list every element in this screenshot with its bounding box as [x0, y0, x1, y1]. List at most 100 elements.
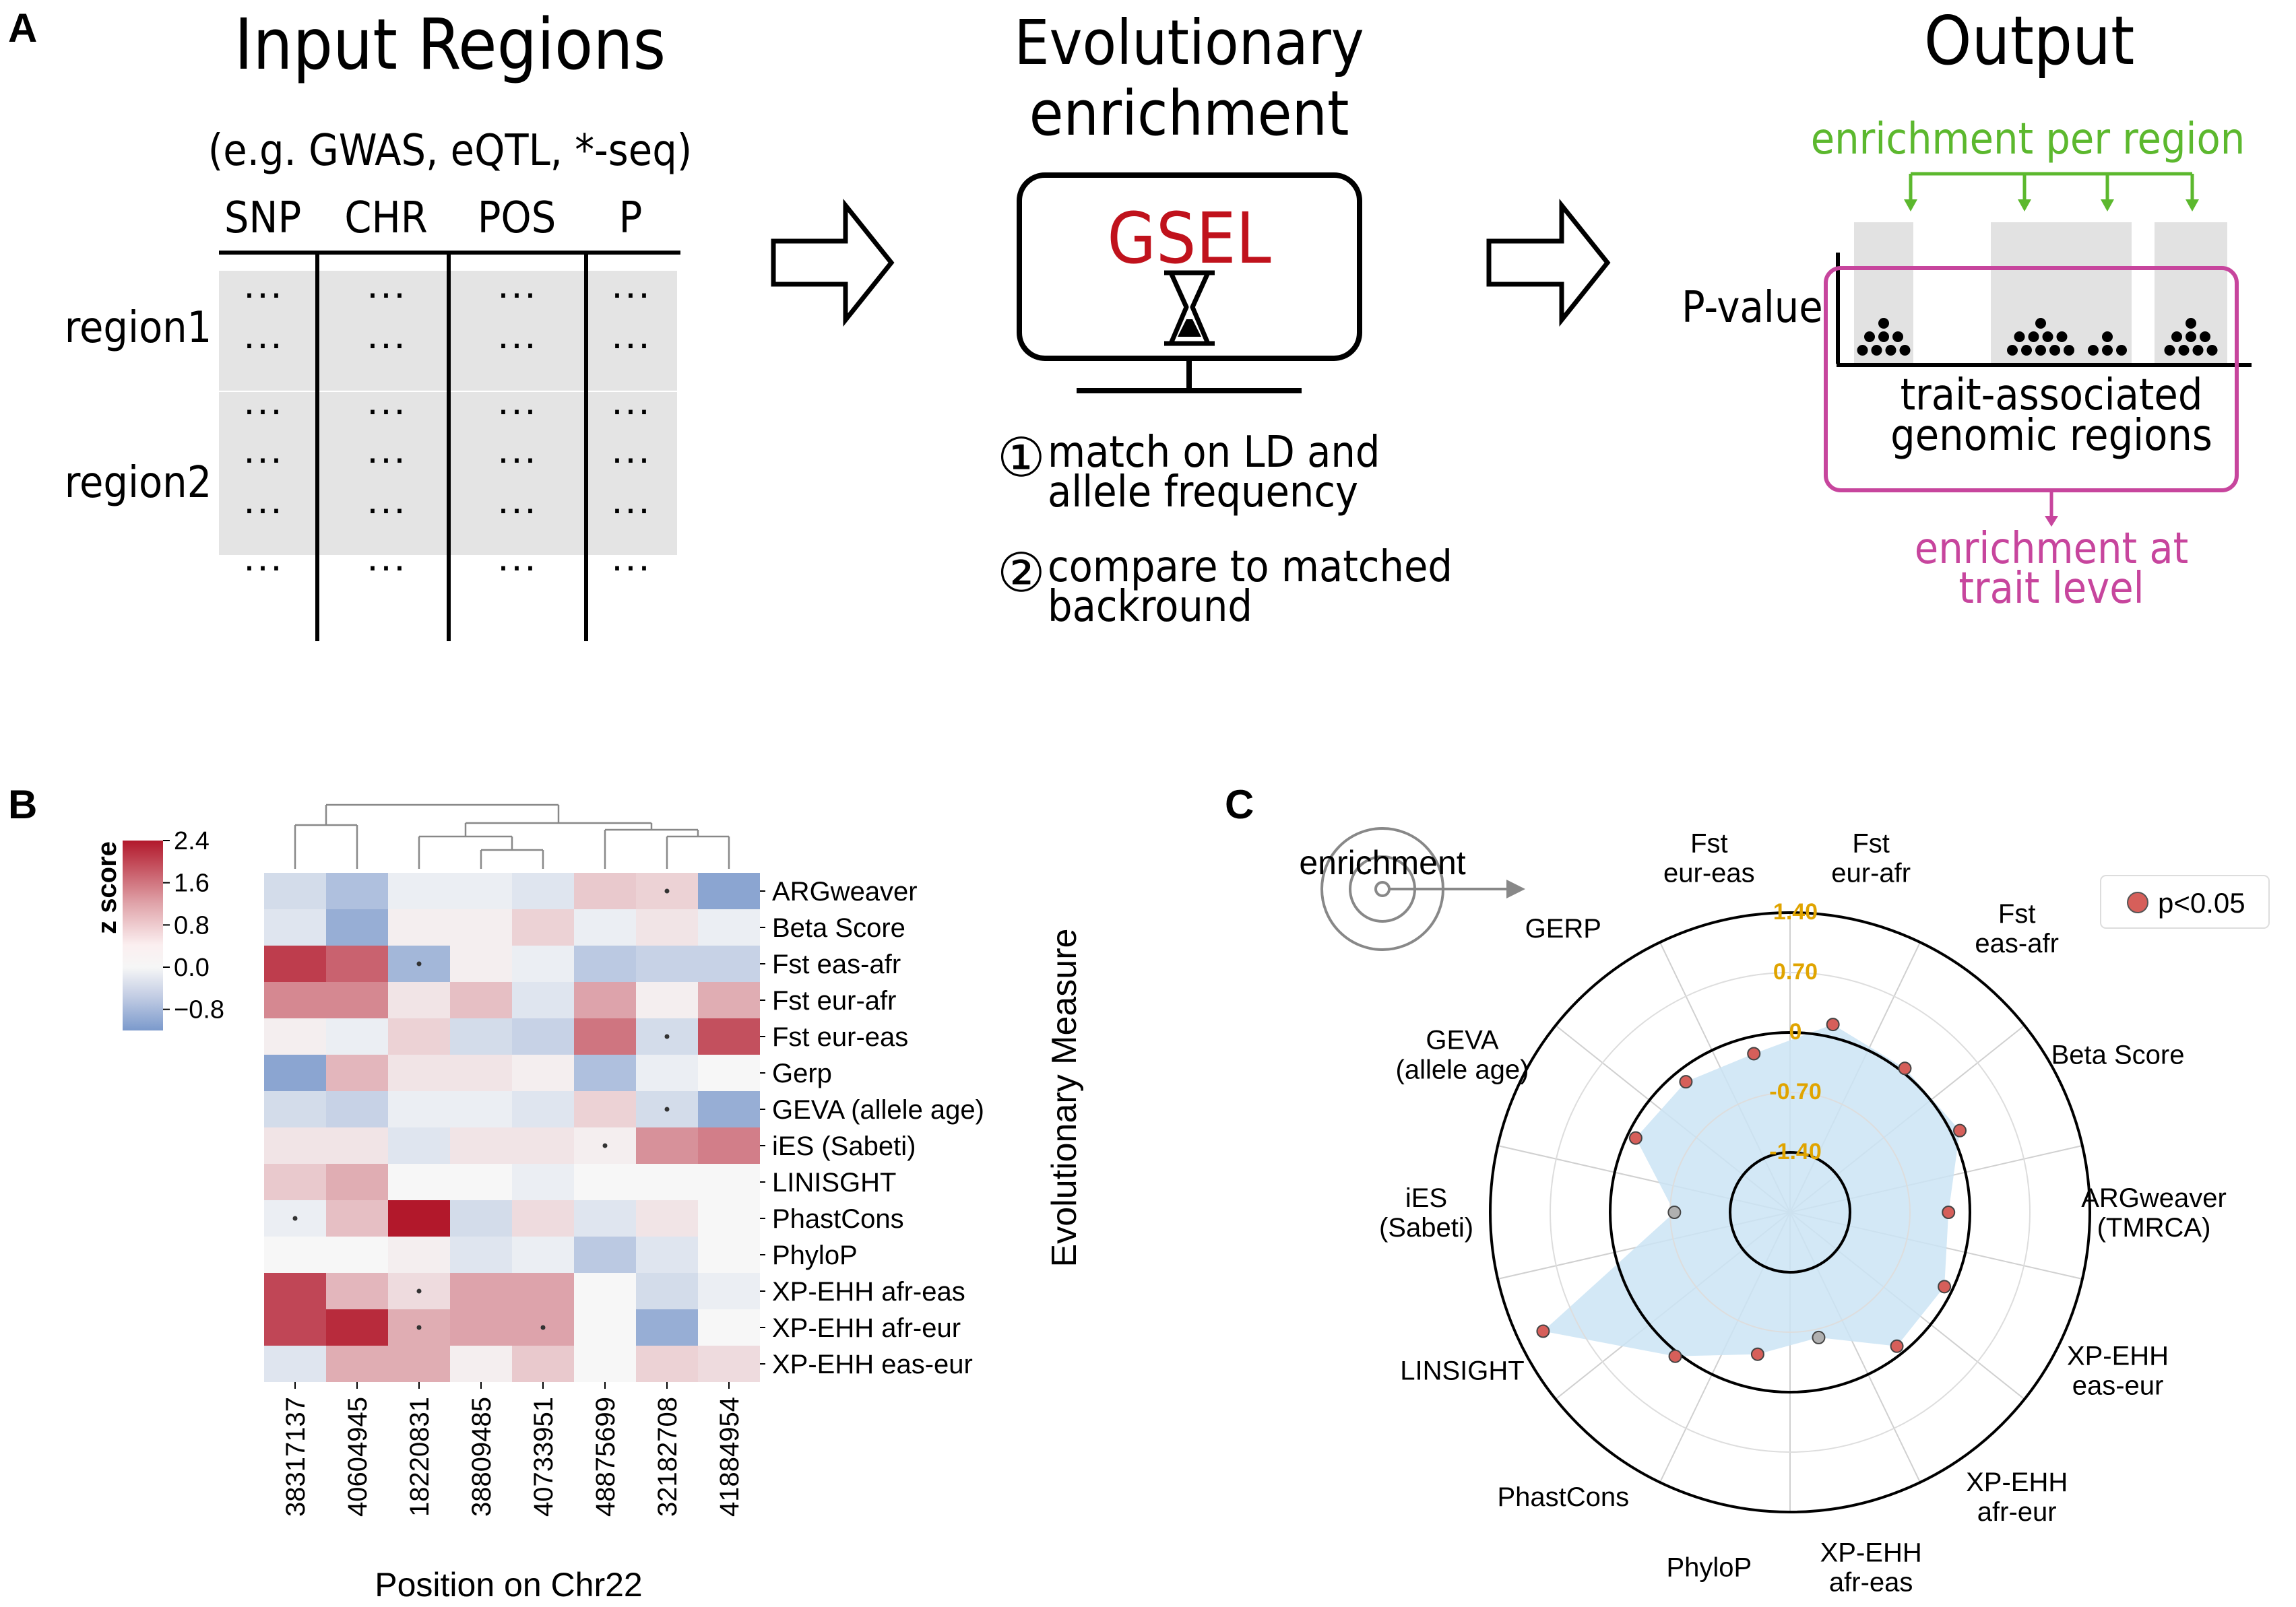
- trait-line1: enrichment at: [1915, 524, 2188, 574]
- table-cell: ···: [497, 543, 537, 588]
- heatmap-cell: [450, 1237, 512, 1273]
- enrichment-key: enrichment: [1299, 827, 1525, 951]
- heatmap-cell: [698, 1346, 760, 1382]
- heatmap-col-label: 18220831: [405, 1397, 435, 1517]
- radar-category-line: (allele age): [1396, 1055, 1529, 1085]
- radar-category-line: Beta Score: [2051, 1041, 2185, 1070]
- legend: p<0.05: [2100, 875, 2270, 929]
- radar-category-line: Fst: [1690, 829, 1728, 859]
- heatmap-marker: [664, 1034, 670, 1039]
- trait-box: [1824, 266, 2239, 492]
- per-region-label: enrichment per region: [1811, 114, 2245, 164]
- heatmap: [264, 873, 760, 1382]
- heatmap-row-label: PhastCons: [772, 1204, 904, 1234]
- panel-label-a: A: [8, 5, 37, 51]
- radar-category-line: eas-eur: [2072, 1371, 2164, 1400]
- pvalue-dot: [1878, 318, 1889, 329]
- heatmap-cell: [388, 1055, 450, 1091]
- heatmap-cell: [574, 1309, 636, 1346]
- radar-category-line: (Sabeti): [1379, 1213, 1473, 1243]
- radar-category-line: eas-afr: [1975, 929, 2059, 958]
- pvalue-dot: [1899, 345, 1911, 356]
- pvalue-dot: [2021, 345, 2032, 356]
- heatmap-row-label: ARGweaver: [772, 877, 918, 907]
- table-cell: ···: [243, 435, 283, 480]
- pvalue-dot: [2056, 331, 2068, 342]
- middle-title-line2: enrichment: [1029, 77, 1349, 150]
- radar-category-label: Fst eas-afr: [1975, 899, 2059, 958]
- heatmap-cell: [450, 1309, 512, 1346]
- table-cell: ···: [366, 387, 406, 432]
- heatmap-cell: [698, 1164, 760, 1200]
- radar-ring-label: -1.40: [1769, 1139, 1822, 1165]
- heatmap-cell: [388, 1091, 450, 1127]
- radar-category-label: XP-EHH afr-eas: [1820, 1538, 1922, 1597]
- heatmap-cell: [636, 1200, 698, 1237]
- table-cell: ···: [243, 387, 283, 432]
- table-cell: ···: [497, 387, 537, 432]
- table-cell: ···: [610, 543, 651, 588]
- radar-category-line: XP-EHH: [1820, 1538, 1922, 1567]
- colorbar: 2.4 1.6 0.8 0.0 −0.8 z score: [92, 827, 224, 1030]
- heatmap-cell: [574, 982, 636, 1018]
- heatmap-cell: [450, 1273, 512, 1309]
- heatmap-row-labels: ARGweaver Beta Score Fst eas-afr Fst eur-af…: [760, 877, 984, 1379]
- radar-category-line: ARGweaver: [2081, 1183, 2227, 1213]
- radar-category-label: PhastCons: [1497, 1482, 1629, 1512]
- pvalue-label: P-value: [1682, 283, 1823, 333]
- radar-point: [1812, 1330, 1826, 1344]
- heatmap-cell: [512, 1055, 574, 1091]
- heatmap-cell: [450, 1164, 512, 1200]
- enrichment-key-label: enrichment: [1299, 844, 1465, 882]
- heatmap-cell: [512, 946, 574, 982]
- radar-point: [1898, 1061, 1912, 1076]
- heatmap-row-label: Fst eur-eas: [772, 1022, 908, 1052]
- pvalue-dot: [2171, 331, 2182, 342]
- radar-category-line: iES: [1405, 1183, 1447, 1213]
- input-subtitle: (e.g. GWAS, eQTL, *-seq): [208, 126, 692, 176]
- table-cell: ···: [366, 270, 406, 315]
- heatmap-xlabel: Position on Chr22: [375, 1566, 642, 1604]
- heatmap-cell: [264, 1237, 326, 1273]
- table-column-header: P: [619, 193, 643, 243]
- row-label-region1: region1: [65, 303, 212, 353]
- heatmap-cell: [264, 1164, 326, 1200]
- heatmap-cell: [698, 982, 760, 1018]
- heatmap-cell: [636, 1273, 698, 1309]
- heatmap-cell: [326, 1273, 388, 1309]
- radar-point: [1747, 1047, 1761, 1061]
- heatmap-marker: [664, 888, 670, 894]
- flow-arrow-2: [1486, 199, 1611, 327]
- heatmap-cell: [450, 1346, 512, 1382]
- heatmap-row-label: Fst eas-afr: [772, 950, 901, 979]
- table-cell: ···: [610, 435, 651, 480]
- heatmap-cell: [450, 1200, 512, 1237]
- heatmap-row-label: XP-EHH afr-eur: [772, 1313, 961, 1343]
- heatmap-row-label: Gerp: [772, 1059, 832, 1088]
- heatmap-marker: [416, 961, 422, 966]
- table-cell: ···: [243, 543, 283, 588]
- heatmap-cell: [264, 909, 326, 946]
- heatmap-cell: [512, 1200, 574, 1237]
- radar-category-label: iES (Sabeti): [1379, 1183, 1473, 1243]
- row-label-region2: region2: [65, 458, 212, 508]
- table-cell: ···: [610, 321, 651, 366]
- heatmap-cell: [698, 1309, 760, 1346]
- heatmap-cell: [698, 1055, 760, 1091]
- heatmap-cell: [574, 1346, 636, 1382]
- pvalue-dot: [2186, 318, 2196, 329]
- heatmap-cell: [264, 1273, 326, 1309]
- heatmap-cell: [698, 946, 760, 982]
- step1-line1: match on LD and: [1048, 428, 1380, 478]
- colorbar-tick-label: 0.8: [174, 911, 210, 940]
- pvalue-dot: [2200, 331, 2210, 342]
- table-cell: ···: [243, 270, 283, 315]
- heatmap-cell: [574, 873, 636, 909]
- heatmap-cell: [574, 1018, 636, 1055]
- pvalue-dot: [1871, 345, 1882, 356]
- pvalue-dot: [2164, 345, 2175, 356]
- regions-line1: trait-associated: [1901, 370, 2203, 420]
- heatmap-cell: [388, 1127, 450, 1164]
- heatmap-cell: [264, 1127, 326, 1164]
